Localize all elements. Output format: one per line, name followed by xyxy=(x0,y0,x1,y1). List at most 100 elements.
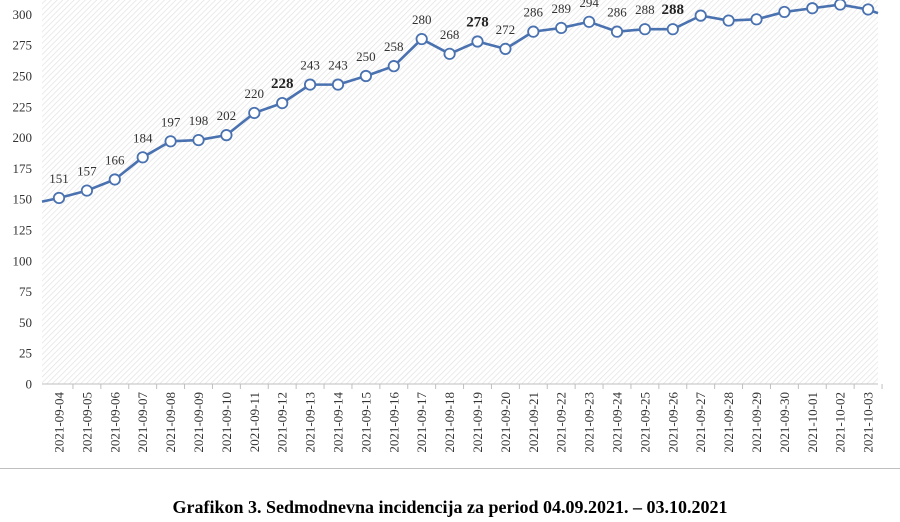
chart-frame-bottom xyxy=(0,468,900,469)
data-point xyxy=(610,25,624,38)
y-tick-label: 225 xyxy=(13,99,33,114)
x-tick-label: 2021-09-13 xyxy=(303,392,318,453)
data-label: 289 xyxy=(551,1,571,16)
x-tick-label: 2021-09-12 xyxy=(275,392,290,453)
data-point xyxy=(359,69,372,83)
data-point xyxy=(582,15,596,28)
data-label: 197 xyxy=(161,114,181,129)
data-point xyxy=(443,47,456,60)
data-point xyxy=(750,13,763,26)
x-tick-label: 2021-09-16 xyxy=(386,392,401,453)
x-tick-label: 2021-10-03 xyxy=(861,392,876,453)
y-tick-label: 75 xyxy=(19,284,32,299)
data-point xyxy=(527,25,540,38)
data-label: 272 xyxy=(496,22,516,37)
y-tick-label: 150 xyxy=(13,192,33,207)
x-tick-label: 2021-09-25 xyxy=(637,392,652,453)
data-label: 288 xyxy=(635,2,655,17)
x-tick-label: 2021-09-05 xyxy=(79,392,94,453)
data-point xyxy=(331,78,345,91)
data-point xyxy=(164,135,177,148)
x-tick-label: 2021-09-19 xyxy=(470,392,485,453)
data-point xyxy=(387,60,400,73)
data-point xyxy=(136,151,149,164)
data-label: 243 xyxy=(300,58,320,73)
data-label: 286 xyxy=(607,5,627,20)
data-label: 243 xyxy=(328,58,348,73)
chart-caption: Grafikon 3. Sedmodnevna incidencija za p… xyxy=(172,497,728,517)
x-tick-label: 2021-10-01 xyxy=(805,392,820,453)
x-tick-label: 2021-09-09 xyxy=(191,392,206,453)
data-point xyxy=(666,23,679,36)
chart-area: 0 25 50 75 100 125 150 175 200 225 250 275 300 2021-… xyxy=(13,0,883,453)
y-tick-label: 300 xyxy=(13,7,33,22)
x-tick-label: 2021-09-04 xyxy=(52,392,67,453)
data-label: 278 xyxy=(466,15,489,31)
y-tick-label: 275 xyxy=(13,38,33,53)
x-tick-label: 2021-09-07 xyxy=(135,392,150,453)
x-tick-label: 2021-09-24 xyxy=(610,392,625,453)
data-label: 166 xyxy=(105,152,125,167)
y-tick-label: 200 xyxy=(13,130,33,145)
x-tick-label: 2021-09-14 xyxy=(331,392,346,453)
data-point xyxy=(108,173,121,186)
data-label: 202 xyxy=(217,108,237,123)
data-label: 228 xyxy=(271,76,294,92)
data-point xyxy=(303,78,317,91)
data-point xyxy=(80,184,94,197)
x-tick-label: 2021-09-20 xyxy=(498,392,513,453)
data-label: 220 xyxy=(245,86,265,101)
data-point xyxy=(861,3,875,16)
data-label: 151 xyxy=(49,171,69,186)
x-tick-label: 2021-09-22 xyxy=(554,392,569,453)
data-label: 258 xyxy=(384,39,404,54)
x-tick-label: 2021-09-30 xyxy=(777,392,792,453)
y-tick-label: 100 xyxy=(13,253,33,268)
x-tick-label: 2021-10-02 xyxy=(833,392,848,453)
data-point xyxy=(499,42,512,55)
x-tick-label: 2021-09-21 xyxy=(526,392,541,453)
data-point xyxy=(778,5,791,19)
x-tick-label: 2021-09-08 xyxy=(163,392,178,453)
x-tick-label: 2021-09-27 xyxy=(693,392,708,453)
data-label: 280 xyxy=(412,12,432,27)
data-point xyxy=(248,106,261,120)
data-point xyxy=(722,14,735,27)
plot-background xyxy=(42,0,878,384)
data-label: 250 xyxy=(356,49,376,64)
data-label: 288 xyxy=(662,2,685,18)
data-point xyxy=(694,9,707,22)
y-tick-label: 250 xyxy=(13,69,33,84)
data-point xyxy=(638,23,652,36)
line-chart: 0 25 50 75 100 125 150 175 200 225 250 275 300 2021-… xyxy=(13,0,883,453)
data-point xyxy=(555,21,568,35)
data-label: 157 xyxy=(77,164,97,179)
data-point xyxy=(806,2,819,15)
data-point xyxy=(276,97,289,110)
x-tick-label: 2021-09-17 xyxy=(414,392,429,453)
y-tick-label: 0 xyxy=(26,377,33,392)
x-tick-label: 2021-09-15 xyxy=(358,392,373,453)
x-tick-label: 2021-09-06 xyxy=(107,392,122,453)
y-tick-label: 125 xyxy=(13,223,33,238)
x-tick-label: 2021-09-18 xyxy=(442,392,457,453)
y-tick-label: 25 xyxy=(19,346,32,361)
data-point xyxy=(52,191,66,205)
data-point xyxy=(471,35,484,48)
data-label: 286 xyxy=(524,5,544,20)
y-tick-label: 175 xyxy=(13,161,33,176)
data-point xyxy=(192,133,205,147)
x-tick-label: 2021-09-11 xyxy=(247,392,262,452)
x-tick-label: 2021-09-29 xyxy=(749,392,764,453)
x-tick-label: 2021-09-28 xyxy=(721,392,736,453)
data-point xyxy=(834,0,847,11)
x-tick-label: 2021-09-23 xyxy=(582,392,597,453)
data-label: 184 xyxy=(133,130,153,145)
x-tick-label: 2021-09-10 xyxy=(219,392,234,453)
data-point xyxy=(415,32,428,46)
data-point xyxy=(220,129,233,142)
x-tick-label: 2021-09-26 xyxy=(665,392,680,453)
y-tick-label: 50 xyxy=(19,315,32,330)
data-label: 294 xyxy=(579,0,599,10)
data-label: 268 xyxy=(440,27,460,42)
